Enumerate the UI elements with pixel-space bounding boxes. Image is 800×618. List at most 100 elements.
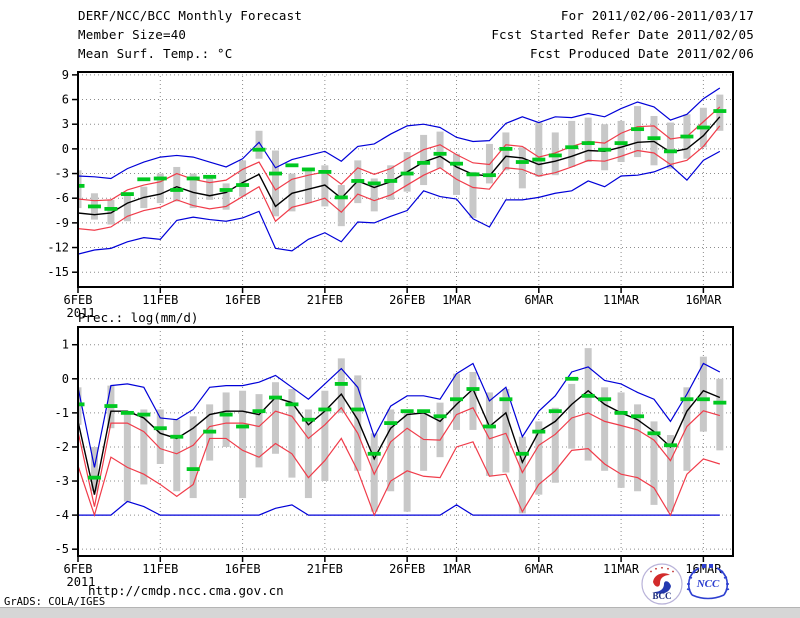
member-spread-bar xyxy=(617,392,625,488)
y-tick-label: 9 xyxy=(62,68,69,82)
spread-upper-line xyxy=(78,406,721,507)
precipitation-frame xyxy=(77,326,734,557)
member-spread-bar xyxy=(370,178,378,212)
member-spread-bar xyxy=(304,168,312,204)
member-spread-bar xyxy=(518,436,526,514)
member-spread-bar xyxy=(107,199,115,225)
member-spread-bar xyxy=(485,392,493,476)
bcc-logo-label: BCC xyxy=(652,591,671,601)
member-spread-bar xyxy=(420,409,428,471)
member-spread-bar xyxy=(634,404,642,492)
ensemble-mean-line xyxy=(78,116,721,216)
header-row-1: DERF/NCC/BCC Monthly Forecast For 2011/0… xyxy=(78,8,754,23)
x-tick-label: 21FEB xyxy=(307,293,343,307)
ncc-logo-label: NCC xyxy=(696,578,720,590)
member-spread-bar xyxy=(78,170,82,209)
x-tick-label: 6FEB xyxy=(64,562,93,576)
member-spread-bar xyxy=(222,183,230,210)
member-spread-bar xyxy=(469,371,477,430)
envelope-max-line xyxy=(78,362,721,468)
member-spread-bar xyxy=(337,185,345,227)
member-spread-bar xyxy=(403,409,411,512)
member-spread-bar xyxy=(535,421,543,495)
y-tick-label: 0 xyxy=(62,142,69,156)
member-spread-bar xyxy=(90,446,98,492)
member-spread-bar xyxy=(173,166,181,202)
member-spread-bar xyxy=(453,373,461,430)
header-row-3: Mean Surf. Temp.: °C Fcst Produced Date … xyxy=(78,46,754,61)
member-spread-bar xyxy=(123,194,131,222)
refer-date-label: Fcst Started Refer Date 2011/02/05 xyxy=(491,27,754,42)
spread-lower-line xyxy=(78,437,721,518)
member-spread-bar xyxy=(239,160,247,197)
member-spread-bar xyxy=(650,115,658,166)
member-spread-bar xyxy=(634,106,642,158)
member-spread-bar xyxy=(140,409,148,485)
x-tick-label: 6MAR xyxy=(524,293,554,307)
plot-title: DERF/NCC/BCC Monthly Forecast xyxy=(78,8,303,23)
ncc-top-character-2 xyxy=(709,564,713,568)
spread-upper-line xyxy=(78,106,721,202)
member-spread-bar xyxy=(271,150,279,217)
member-spread-bar xyxy=(453,153,461,195)
envelope-min-line xyxy=(78,500,720,516)
member-spread-bar xyxy=(354,375,362,471)
bcc-arc-characters xyxy=(650,566,674,573)
header-row-2: Member Size=40 Fcst Started Refer Date 2… xyxy=(78,27,754,42)
member-spread-bar xyxy=(469,171,477,218)
member-spread-bar xyxy=(601,124,609,171)
x-tick-label: 6MAR xyxy=(524,562,554,576)
member-spread-bar xyxy=(666,122,674,169)
member-spread-bar xyxy=(436,402,444,458)
member-spread-bar xyxy=(288,389,296,478)
member-spread-bar xyxy=(568,383,576,449)
y-tick-label: -2 xyxy=(55,440,69,454)
temperature-panel-title: Mean Surf. Temp.: °C xyxy=(78,46,233,61)
member-spread-bar xyxy=(222,392,230,447)
member-spread-bar xyxy=(123,412,131,502)
member-spread-bar xyxy=(206,176,214,200)
x-tick-year-label: 2011 xyxy=(67,306,96,320)
y-tick-label: 6 xyxy=(62,93,69,107)
x-tick-label: 16MAR xyxy=(685,293,722,307)
y-tick-label: -4 xyxy=(55,508,69,522)
source-url-link[interactable]: http://cmdp.ncc.cma.gov.cn xyxy=(88,583,284,598)
x-tick-label: 11FEB xyxy=(142,562,178,576)
member-spread-bar xyxy=(535,122,543,177)
x-tick-label: 21FEB xyxy=(307,562,343,576)
member-spread-bar xyxy=(601,387,609,471)
member-spread-bar xyxy=(584,348,592,461)
member-spread-bar xyxy=(173,419,181,492)
ensemble-mean-line xyxy=(78,387,721,495)
member-size-label: Member Size=40 xyxy=(78,27,187,42)
y-tick-label: 0 xyxy=(62,372,69,386)
member-spread-bar xyxy=(321,390,329,482)
y-tick-label: -3 xyxy=(55,167,69,181)
member-spread-bar xyxy=(420,134,428,186)
bcc-swirl-blue xyxy=(654,581,671,594)
member-spread-bar xyxy=(683,387,691,471)
y-tick-label: -3 xyxy=(55,474,69,488)
window-bottom-edge xyxy=(0,607,800,618)
member-spread-bar xyxy=(239,390,247,499)
member-spread-bar xyxy=(156,409,164,464)
ncc-logo: NCC xyxy=(686,564,730,600)
y-tick-label: 1 xyxy=(62,338,69,352)
member-spread-bar xyxy=(502,389,510,473)
x-tick-year-label: 2011 xyxy=(67,575,96,589)
x-tick-label: 26FEB xyxy=(389,562,425,576)
produced-date-label: Fcst Produced Date 2011/02/06 xyxy=(529,46,754,61)
x-tick-label: 11MAR xyxy=(603,293,640,307)
member-spread-bar xyxy=(650,421,658,505)
x-tick-label: 11FEB xyxy=(142,293,178,307)
member-spread-bar xyxy=(716,378,724,451)
x-tick-label: 1MAR xyxy=(442,562,472,576)
spread-lower-line xyxy=(78,125,721,231)
x-tick-label: 6FEB xyxy=(64,293,93,307)
x-tick-label: 11MAR xyxy=(603,562,640,576)
member-spread-bar xyxy=(551,407,559,483)
member-spread-bar xyxy=(699,356,707,432)
member-spread-bar xyxy=(156,173,164,204)
